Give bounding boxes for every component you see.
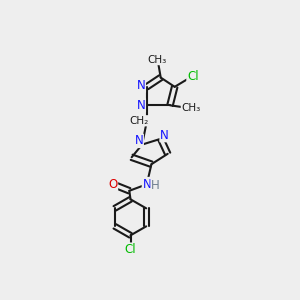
Text: N: N — [136, 79, 145, 92]
Text: N: N — [160, 129, 169, 142]
Text: N: N — [142, 178, 151, 190]
Text: H: H — [151, 179, 160, 192]
Text: O: O — [108, 178, 118, 191]
Text: CH₃: CH₃ — [181, 103, 201, 112]
Text: N: N — [136, 99, 145, 112]
Text: CH₃: CH₃ — [147, 55, 166, 64]
Text: CH₂: CH₂ — [130, 116, 149, 126]
Text: Cl: Cl — [187, 70, 199, 83]
Text: N: N — [134, 134, 143, 147]
Text: Cl: Cl — [125, 243, 136, 256]
